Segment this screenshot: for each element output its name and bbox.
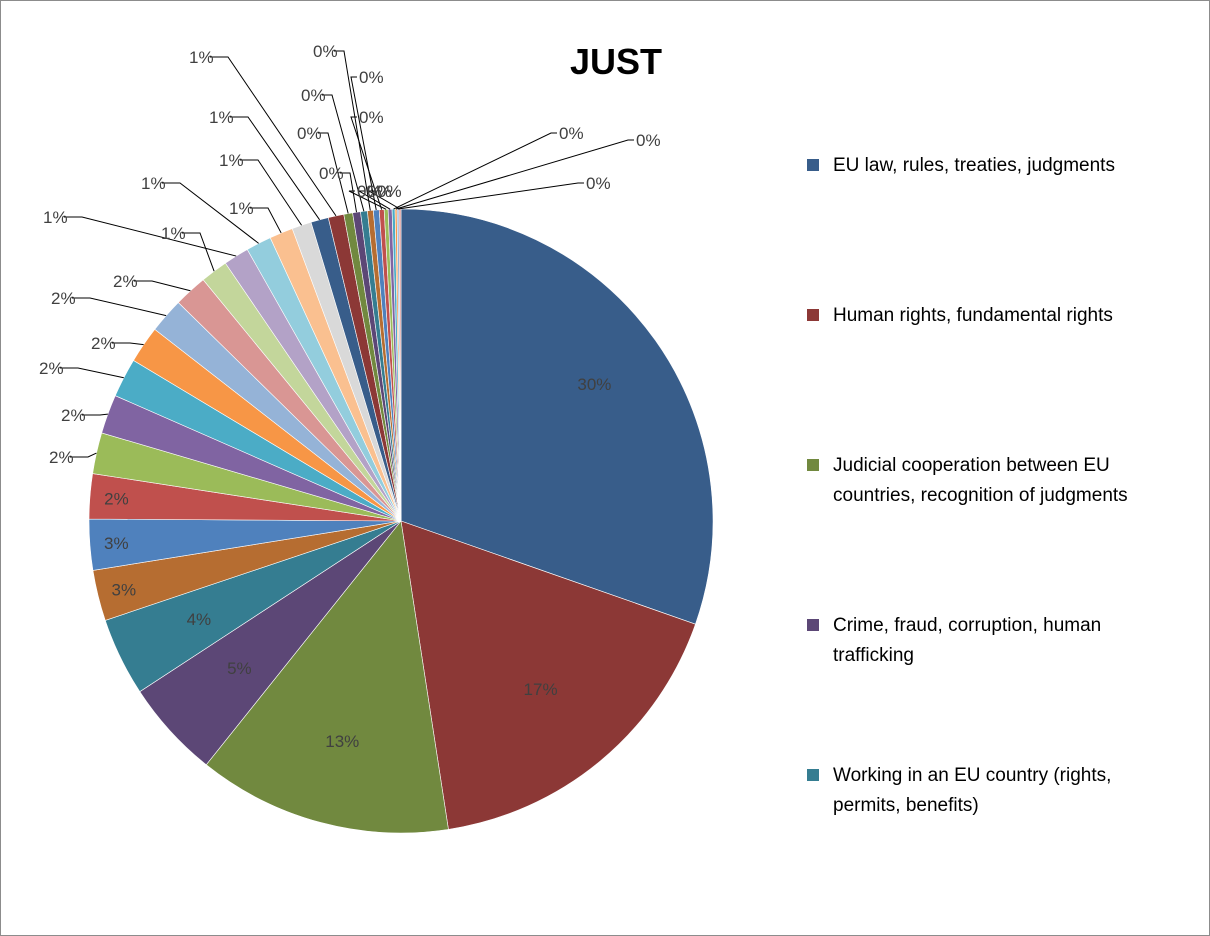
leader-line <box>395 139 634 210</box>
leader-line <box>393 132 557 210</box>
leader-line <box>72 297 167 317</box>
leader-line <box>334 50 371 211</box>
leader-line <box>210 56 337 217</box>
leader-line <box>322 94 365 212</box>
slice-label: 5% <box>227 659 252 678</box>
slice-label: 4% <box>187 610 212 629</box>
slice-label: 2% <box>113 272 138 291</box>
slice-label: 0% <box>367 182 392 201</box>
slice-label: 2% <box>91 334 116 353</box>
leader-line <box>60 367 124 379</box>
slice-label: 1% <box>161 224 186 243</box>
leader-line <box>340 172 358 213</box>
slice-label: 0% <box>301 86 326 105</box>
slice-label: 2% <box>51 289 76 308</box>
leader-line <box>182 232 215 272</box>
chart-title: JUST <box>569 41 663 82</box>
slice-label: 0% <box>377 182 402 201</box>
leader-line <box>134 280 191 292</box>
leader-line <box>240 159 302 226</box>
slice-label: 2% <box>61 406 86 425</box>
slice-label: 0% <box>359 108 384 127</box>
slice-label: 17% <box>524 680 558 699</box>
pie-slice <box>205 520 449 834</box>
leader-line <box>367 190 401 210</box>
slice-label: 13% <box>325 732 359 751</box>
slice-label: 2% <box>104 489 129 508</box>
legend-swatch <box>807 159 819 171</box>
legend-label: Crime, fraud, corruption, human traffick… <box>833 615 1102 666</box>
leader-line <box>112 342 144 346</box>
slice-label: 0% <box>357 182 382 201</box>
legend-label: Working in an EU country (rights, permit… <box>833 765 1112 816</box>
leader-line <box>250 207 282 234</box>
leader-line <box>350 76 377 211</box>
slice-label: 0% <box>319 164 344 183</box>
slice-label: 2% <box>39 359 64 378</box>
leader-line <box>318 132 349 214</box>
slice-label: 1% <box>229 199 254 218</box>
leader-line <box>348 190 387 210</box>
pie-slice <box>400 208 714 625</box>
leader-line <box>64 216 237 257</box>
legend-swatch <box>807 619 819 631</box>
slice-label: 1% <box>209 108 234 127</box>
slice-label: 30% <box>577 375 611 394</box>
slice-label: 0% <box>313 42 338 61</box>
slice-label: 3% <box>112 580 137 599</box>
leader-line <box>230 116 321 221</box>
legend-swatch <box>807 309 819 321</box>
slice-label: 0% <box>586 174 611 193</box>
slice-label: 0% <box>359 68 384 87</box>
pie-slice <box>400 520 696 830</box>
slice-label: 1% <box>219 151 244 170</box>
slice-label: 2% <box>49 448 74 467</box>
leader-line <box>162 182 259 244</box>
legend-swatch <box>807 459 819 471</box>
legend-label: Judicial cooperation between EU countrie… <box>833 455 1128 506</box>
leader-line <box>357 190 391 210</box>
slice-label: 0% <box>297 124 322 143</box>
slice-label: 1% <box>43 208 68 227</box>
slice-label: 1% <box>141 174 166 193</box>
legend-swatch <box>807 769 819 781</box>
leader-line <box>70 452 97 458</box>
leader-line <box>350 116 383 210</box>
leader-line <box>82 413 108 416</box>
slice-label: 0% <box>636 131 661 150</box>
legend-label: EU law, rules, treaties, judgments <box>833 155 1115 176</box>
slice-label: 3% <box>104 534 129 553</box>
leader-line <box>397 182 584 210</box>
legend-label: Human rights, fundamental rights <box>833 305 1113 326</box>
slice-label: 1% <box>189 48 214 67</box>
slice-label: 0% <box>559 124 584 143</box>
